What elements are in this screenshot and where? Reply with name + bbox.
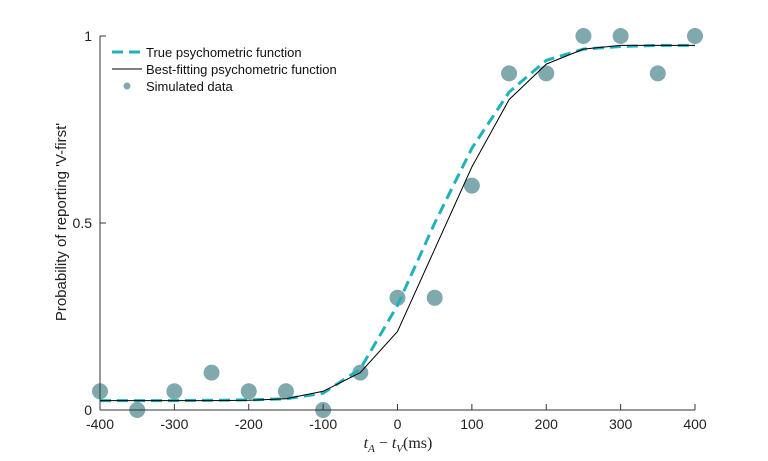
- data-point: [277, 383, 294, 400]
- x-tick-label: 0: [394, 416, 402, 432]
- data-point: [389, 289, 406, 306]
- x-tick-label: 100: [460, 416, 484, 432]
- legend-label: Simulated data: [146, 79, 233, 94]
- x-label-unit: (ms): [403, 435, 432, 452]
- x-axis-label: tA − tV(ms): [364, 435, 433, 455]
- y-axis-label: Probability of reporting 'V-first': [53, 123, 70, 321]
- axes: -400 -300 -200 -100 0 100 200 300 400 0 0.5 1: [73, 28, 707, 432]
- y-tick-label: 0: [84, 402, 92, 418]
- legend-marker-simulated: [123, 82, 131, 90]
- data-point: [463, 177, 480, 194]
- x-label-var-b: t: [392, 435, 397, 452]
- x-label-var-a: t: [364, 435, 369, 452]
- x-tick-label: -300: [160, 416, 188, 432]
- data-point: [612, 28, 629, 44]
- data-point: [240, 383, 257, 400]
- legend: True psychometric function Best-fitting p…: [112, 45, 337, 94]
- y-tick-label: 1: [84, 28, 92, 44]
- data-point: [426, 289, 443, 306]
- plot-area: [100, 36, 695, 410]
- data-point: [501, 65, 518, 82]
- x-label-minus: −: [379, 435, 388, 452]
- x-tick-label: 200: [535, 416, 559, 432]
- fit-function-line: [100, 44, 695, 402]
- x-tick-label: 300: [609, 416, 633, 432]
- data-point: [166, 383, 183, 400]
- legend-label: True psychometric function: [146, 45, 302, 60]
- legend-label: Best-fitting psychometric function: [146, 62, 337, 77]
- x-tick-label: -400: [86, 416, 114, 432]
- x-tick-label: -200: [235, 416, 263, 432]
- x-tick-label: 400: [683, 416, 707, 432]
- x-label-sub-a: A: [367, 443, 375, 455]
- plot-background: [100, 36, 695, 410]
- y-tick-label: 0.5: [73, 215, 93, 231]
- x-label-sub-b: V: [396, 443, 404, 455]
- x-tick-label: -100: [309, 416, 337, 432]
- data-point: [649, 65, 666, 82]
- data-point: [687, 28, 703, 44]
- data-layer: [92, 28, 703, 418]
- data-point: [575, 28, 592, 44]
- data-point: [538, 65, 555, 82]
- data-point: [203, 364, 220, 381]
